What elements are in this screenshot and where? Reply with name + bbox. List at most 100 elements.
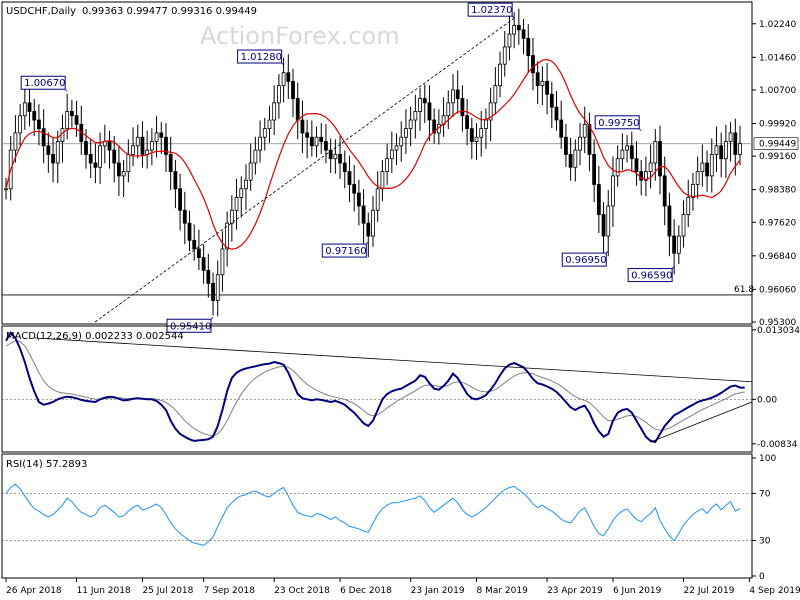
candle-body — [55, 141, 60, 164]
candle-body — [568, 154, 573, 168]
symbol-label: USDCHF,Daily — [6, 6, 76, 17]
candle-body — [611, 175, 615, 207]
candle-body — [573, 149, 578, 168]
candle-body — [474, 136, 479, 142]
candle-body — [93, 162, 98, 168]
candle-body — [84, 141, 88, 155]
candle-body — [173, 171, 178, 190]
candle-body — [540, 80, 545, 87]
candle-body — [582, 123, 587, 138]
candle-body — [229, 209, 234, 224]
candle-body — [643, 171, 648, 181]
last-price-label: 0.99449 — [759, 140, 796, 150]
candle-body — [676, 235, 681, 254]
candle-body — [535, 72, 540, 87]
y-tick-label: 0.97620 — [759, 218, 796, 228]
candle-body — [225, 222, 230, 250]
candle-body — [672, 235, 677, 254]
candle-body — [554, 106, 559, 121]
rsi-tick-label: 70 — [759, 489, 771, 499]
candle-body — [634, 158, 639, 172]
candle-body — [291, 80, 295, 99]
candle-body — [37, 119, 41, 130]
candle-body — [154, 132, 159, 142]
y-tick-label: 0.95300 — [759, 318, 796, 328]
candle-body — [719, 145, 724, 160]
candle-body — [479, 128, 484, 138]
candle-body — [131, 145, 135, 155]
rsi-title: RSI(14) 57.2893 — [6, 459, 87, 470]
candle-body — [319, 136, 324, 142]
macd-support-trendline — [650, 401, 753, 443]
candle-body — [653, 141, 658, 164]
candle-body — [709, 154, 714, 177]
candle-body — [361, 205, 366, 224]
candle-body — [738, 143, 742, 155]
rsi-tick-label: 100 — [759, 454, 776, 464]
candle-body — [182, 209, 187, 224]
macd-tick-label: 0.013034 — [757, 326, 800, 336]
candle-body — [648, 162, 653, 172]
candle-body — [549, 93, 554, 108]
candle-body — [4, 188, 8, 191]
candle-body — [253, 149, 258, 164]
y-tick-label: 0.96840 — [759, 252, 796, 262]
candle-body — [309, 136, 314, 147]
candle-body — [516, 25, 521, 31]
x-tick-label: 23 Jan 2019 — [411, 586, 465, 596]
candle-body — [352, 184, 357, 194]
x-tick-label: 25 Jul 2018 — [142, 586, 193, 596]
annotation-label: 0.97160 — [325, 246, 366, 257]
candle-body — [733, 132, 738, 155]
y-tick-label: 0.99920 — [759, 119, 796, 129]
candle-body — [234, 196, 239, 211]
x-tick-label: 23 Apr 2019 — [547, 586, 603, 596]
candle-body — [112, 149, 117, 164]
x-tick-label: 26 Apr 2018 — [6, 586, 62, 596]
candle-body — [691, 184, 695, 198]
y-tick-label: 1.01460 — [759, 53, 796, 63]
candle-body — [681, 214, 686, 237]
candle-body — [107, 141, 112, 151]
candle-body — [178, 188, 182, 211]
candle-body — [418, 98, 422, 112]
annotation-label: 0.99750 — [598, 118, 639, 129]
candle-body — [272, 102, 277, 121]
candle-body — [117, 162, 121, 177]
candle-body — [149, 141, 154, 151]
candle-body — [629, 145, 634, 160]
candle-body — [220, 248, 225, 276]
rsi-panel: RSI(14) 57.2893 100 70 30 0 — [1, 453, 776, 582]
rsi-tick-label: 0 — [759, 572, 765, 582]
candle-body — [300, 119, 305, 134]
candle-body — [427, 102, 432, 121]
candle-body — [592, 154, 597, 185]
candle-body — [686, 196, 691, 215]
candle-body — [211, 282, 215, 301]
candle-body — [248, 162, 253, 181]
price-panel: ActionForex.com USDCHF,Daily 0.99363 0.9… — [1, 1, 799, 333]
candle-body — [262, 128, 267, 138]
candle-body — [347, 171, 352, 185]
candle-body — [385, 158, 390, 172]
x-tick-label: 7 Sep 2018 — [204, 586, 256, 596]
candle-body — [559, 119, 564, 138]
candle-body — [502, 46, 507, 65]
annotation-label: 1.02370 — [471, 5, 512, 16]
macd-resistance-trendline — [34, 337, 753, 383]
candle-body — [484, 119, 488, 130]
candle-body — [342, 162, 347, 172]
candle-body — [60, 128, 65, 142]
annotation-box — [627, 268, 673, 283]
candle-body — [168, 154, 173, 172]
annotation-label: 0.96950 — [565, 255, 606, 266]
rsi-panel-frame — [1, 453, 753, 579]
candle-body — [564, 136, 568, 155]
price-plot-area: 61.8 1.00670 0.95410 1.01280 0.97160 1.02370 0… — [2, 2, 754, 333]
candle-body — [371, 209, 375, 237]
candle-body — [51, 154, 55, 164]
candle-body — [545, 80, 549, 95]
candle-body — [380, 171, 385, 190]
y-tick-label: 1.00700 — [759, 86, 796, 96]
candle-body — [366, 222, 371, 237]
